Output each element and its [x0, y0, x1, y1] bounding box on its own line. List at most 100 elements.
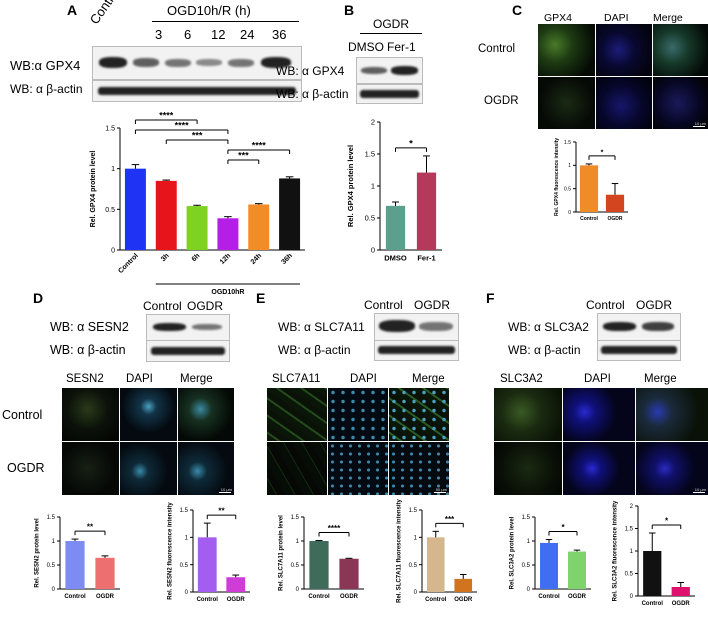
y-tick-label: 1: [414, 535, 418, 541]
y-tick-label: 1.5: [522, 515, 531, 521]
bar: [416, 172, 437, 250]
x-tick-label: 6h: [191, 252, 202, 263]
chart-c: 0 0.5 1 1.5 Rel. GPX4 fluorescence intensity…: [554, 138, 628, 222]
scale-label: 10 μm: [694, 121, 706, 126]
y-tick-label: 1.5: [625, 527, 634, 533]
panel-d-blot-target: [146, 314, 230, 341]
significance-label: ***: [445, 515, 455, 524]
panel-b-lane-label: DMSO: [348, 40, 384, 54]
panel-c-image-merge-ogdr: 10 μm: [653, 77, 708, 129]
y-tick-label: 0: [414, 590, 418, 596]
y-tick-label: 0.5: [522, 563, 531, 569]
significance-label: *: [665, 517, 669, 526]
x-tick-label: 12h: [219, 252, 232, 265]
y-tick-label: 0.5: [105, 207, 115, 214]
chart-f-fluorescence: 0 0.5 1 1.5 2 Rel. SLC3A2 fluorescence intens…: [612, 500, 695, 607]
scale-bar: [434, 492, 446, 493]
significance-label: *: [561, 523, 565, 532]
x-tick-label: OGDR: [227, 597, 246, 603]
panel-c-col-label: Merge: [653, 12, 683, 24]
y-tick-label: 1: [185, 535, 189, 541]
significance-label: **: [87, 523, 94, 532]
significance-label: ***: [192, 131, 203, 141]
panel-f-image-dapi-control: [563, 388, 635, 441]
panel-c-row-label: Control: [478, 43, 516, 55]
panel-d-wb-target: WB: α SESN2: [50, 320, 129, 334]
panel-e-lane-label: OGDR: [414, 298, 450, 312]
y-tick-label: 0.5: [564, 186, 571, 192]
panel-d-image-dapi-ogdr: [120, 442, 177, 495]
x-tick-label: OGDR: [454, 597, 473, 603]
y-tick-label: 0.5: [365, 214, 375, 223]
panel-d-label: D: [33, 290, 44, 306]
panel-a-lane-label: 24: [240, 27, 255, 42]
significance-label: ****: [159, 111, 174, 121]
panel-e-col-label: DAPI: [350, 373, 377, 385]
panel-b-group-label: OGDR: [373, 17, 409, 31]
y-tick-label: 1: [630, 549, 634, 555]
y-tick-label: 0.5: [625, 572, 634, 578]
panel-e-col-label: Merge: [412, 373, 445, 385]
y-axis-label: Rel. SLC3A2 fluorescence intensity: [612, 500, 618, 601]
panel-b-label: B: [344, 2, 355, 18]
bar: [197, 537, 217, 592]
panel-d-col-label: SESN2: [66, 373, 104, 385]
panel-f-col-label: Merge: [644, 373, 677, 385]
y-axis-label: Rel. SLC3A2 protein level: [509, 516, 515, 589]
panel-d-col-label: Merge: [180, 373, 213, 385]
panel-a-blot-target: [92, 46, 302, 80]
bar: [155, 180, 177, 250]
bar: [339, 558, 359, 589]
panel-e-image-dapi-ogdr: [328, 442, 388, 495]
panel-d-image-dapi-control: [120, 388, 177, 441]
panel-d-col-label: DAPI: [126, 373, 153, 385]
y-axis-label: Rel. SESN2 protein level: [34, 518, 40, 588]
y-tick-label: 0: [630, 594, 634, 600]
bar: [65, 541, 85, 589]
significance-label: *: [601, 149, 604, 156]
y-tick-label: 0.5: [180, 563, 189, 569]
y-tick-label: 2: [630, 504, 634, 510]
panel-f-lane-label: Control: [586, 298, 625, 312]
chart-f-protein: 0 0.5 1 1.5 Rel. SLC3A2 protein level Control…: [509, 515, 591, 600]
chart-d-protein: 0 0.5 1 1.5 Rel. SESN2 protein level Control O…: [34, 515, 120, 600]
x-tick-label: DMSO: [384, 254, 407, 263]
bar: [95, 557, 115, 589]
scale-bar: [693, 492, 705, 493]
bar: [279, 178, 301, 250]
panel-a-lane-label: Control: [86, 0, 124, 28]
scale-bar: [219, 492, 231, 493]
chart-e-fluorescence: 0 0.5 1 1.5 Rel. SLC7A11 fluorescence intens…: [396, 498, 477, 603]
panel-f-label: F: [486, 290, 495, 306]
y-axis-label: Rel. SESN2 fluorescence intensity: [167, 502, 173, 600]
y-tick-label: 1: [527, 539, 531, 545]
panel-b-group-line: [360, 33, 422, 34]
panel-b-wb-target: WB: α GPX4: [276, 64, 345, 78]
scale-bar: [693, 126, 705, 127]
panel-c-image-dapi-ogdr: [596, 77, 652, 129]
y-tick-label: 0.5: [47, 563, 56, 569]
bar: [124, 168, 146, 250]
x-tick-label: Control: [580, 216, 598, 222]
bar: [309, 541, 329, 589]
panel-f-image-slc3a2-control: [494, 388, 562, 441]
y-tick-label: 1.5: [564, 140, 571, 146]
x-tick-label: OGDR: [608, 216, 623, 222]
bar: [671, 587, 690, 596]
panel-c-image-merge-control: [653, 24, 708, 76]
panel-c-image-gpx4-control: [538, 24, 595, 76]
panel-a-blot-loading: [92, 80, 302, 102]
panel-a-label: A: [67, 2, 78, 18]
panel-e-lane-label: Control: [364, 298, 403, 312]
x-tick-label: Control: [308, 594, 330, 600]
panel-b-lane-label: Fer-1: [387, 40, 416, 54]
significance-label: ****: [252, 141, 267, 151]
panel-b-wb-loading: WB: α β-actin: [276, 87, 349, 101]
chart-a: 0 0.5 1 1.5 Rel. GPX4 protein level Control 3h…: [90, 111, 305, 296]
panel-a-wb-loading: WB: α β-actin: [10, 82, 83, 96]
bar: [605, 194, 625, 212]
panel-d-image-merge-control: [178, 388, 234, 441]
y-tick-label: 2: [371, 118, 375, 127]
y-axis-label: Rel. GPX4 protein level: [346, 145, 355, 227]
chart-b: 0 0.5 1 1.5 2 Rel. GPX4 protein level DMSO Fer-…: [346, 118, 442, 263]
